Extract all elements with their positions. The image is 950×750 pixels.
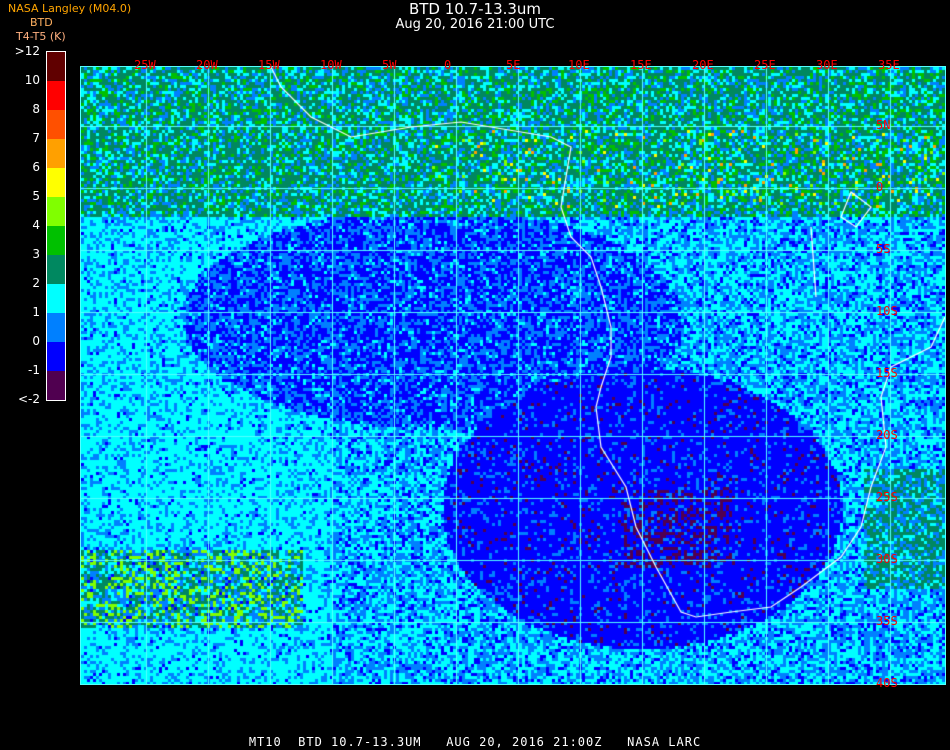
longitude-label: 35E [878, 58, 900, 72]
legend-tick-label: 3 [32, 247, 40, 261]
legend-swatch [47, 52, 65, 81]
legend-tick-label: >12 [14, 44, 40, 58]
latitude-label: 5N [876, 118, 891, 132]
legend-swatch [47, 342, 65, 371]
footer-caption: MT10 BTD 10.7-13.3UM AUG 20, 2016 21:00Z… [248, 735, 702, 749]
legend-tick-label: 2 [32, 276, 40, 290]
longitude-label: 5W [382, 58, 397, 72]
image-timestamp: Aug 20, 2016 21:00 UTC [395, 17, 555, 32]
longitude-label: 15W [258, 58, 280, 72]
legend-tick-label: 10 [24, 73, 40, 87]
units-label: T4-T5 (K) [16, 30, 66, 43]
longitude-label: 10W [320, 58, 342, 72]
legend-swatch [47, 284, 65, 313]
longitude-label: 10E [568, 58, 590, 72]
latitude-label: 10S [876, 304, 898, 318]
latitude-label: 35S [876, 614, 898, 628]
legend-swatch [47, 139, 65, 168]
longitude-label: 20E [692, 58, 714, 72]
latitude-label: 0 [876, 180, 884, 194]
longitude-label: 25E [754, 58, 776, 72]
organization-label: NASA Langley (M04.0) [8, 2, 132, 15]
legend-swatch [47, 226, 65, 255]
longitude-label: 20W [196, 58, 218, 72]
longitude-label: 25W [134, 58, 156, 72]
legend-swatch [47, 197, 65, 226]
legend-swatch [47, 110, 65, 139]
legend-swatch [47, 81, 65, 110]
latitude-label: 15S [876, 366, 898, 380]
legend-swatch [47, 168, 65, 197]
latitude-label: 20S [876, 428, 898, 442]
latitude-label: 5S [876, 242, 891, 256]
legend-tick-label: 1 [32, 305, 40, 319]
longitude-label: 30E [816, 58, 838, 72]
image-title: BTD 10.7-13.3um [408, 0, 542, 18]
legend-tick-label: <-2 [17, 392, 40, 406]
legend-tick-label: 4 [32, 218, 40, 232]
legend-tick-label: 8 [32, 102, 40, 116]
satellite-map [80, 66, 946, 685]
legend-swatch [47, 255, 65, 284]
latitude-label: 25S [876, 490, 898, 504]
legend-tick-label: 7 [32, 131, 40, 145]
legend-swatch [47, 371, 65, 400]
legend-tick-label: 6 [32, 160, 40, 174]
longitude-label: 5E [506, 58, 521, 72]
latitude-label: 40S [876, 676, 898, 690]
color-scale-legend [46, 51, 66, 401]
legend-tick-label: 0 [32, 334, 40, 348]
legend-tick-label: -1 [28, 363, 40, 377]
legend-swatch [47, 313, 65, 342]
product-label: BTD [30, 16, 53, 29]
latitude-label: 30S [876, 552, 898, 566]
longitude-label: 0 [444, 58, 452, 72]
legend-tick-label: 5 [32, 189, 40, 203]
longitude-label: 15E [630, 58, 652, 72]
